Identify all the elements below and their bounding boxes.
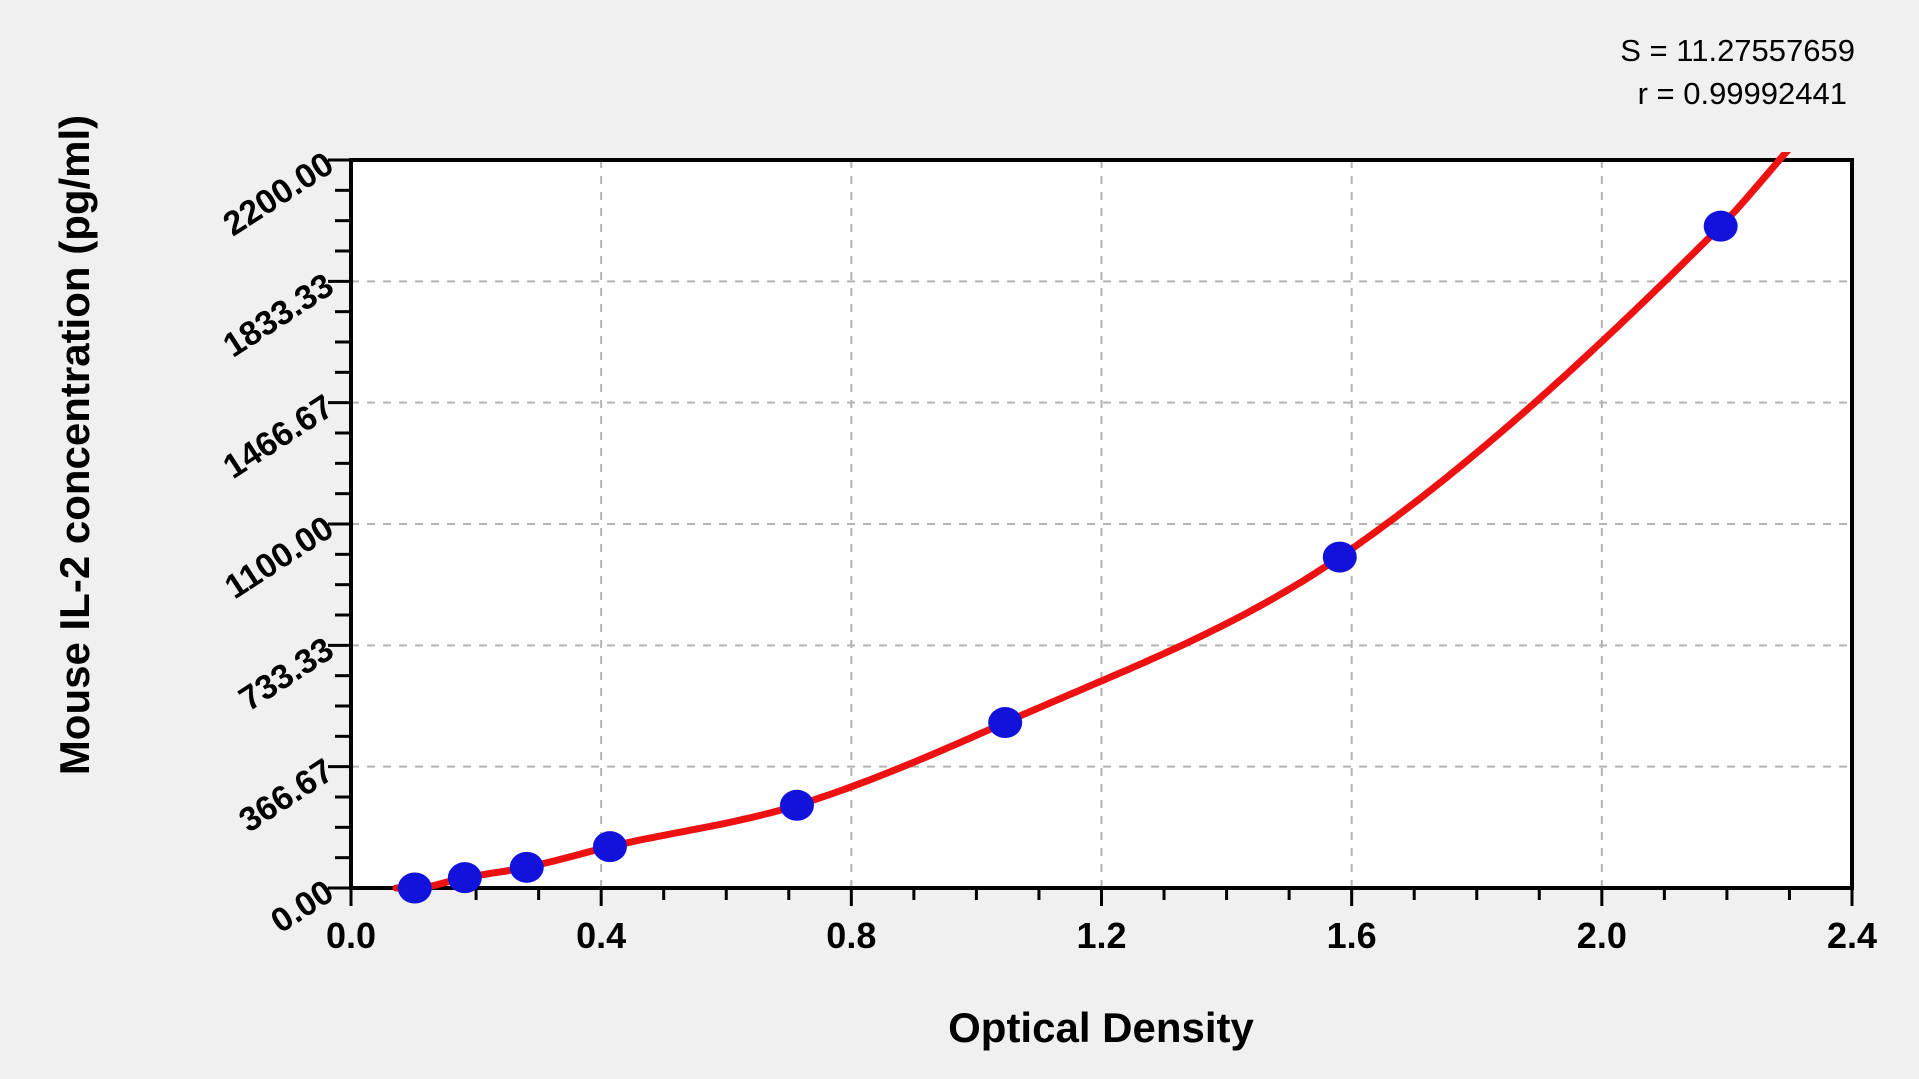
y-tick-label: 2200.00 (217, 145, 341, 244)
data-point (397, 872, 432, 904)
x-tick-label: 0.8 (826, 915, 876, 956)
x-tick-label: 0.0 (326, 915, 376, 956)
x-tick-label: 2.0 (1577, 915, 1627, 956)
standard-curve (392, 152, 1791, 892)
y-tick-label: 1466.67 (217, 388, 341, 487)
x-tick-label: 0.4 (576, 915, 626, 956)
data-point (592, 831, 627, 863)
y-tick-label: 1833.33 (217, 266, 341, 365)
data-point (988, 707, 1023, 739)
plot-frame (349, 158, 1854, 890)
data-point (779, 789, 814, 821)
fit-stat-s: S = 11.27557659 (1620, 33, 1855, 68)
data-point (1703, 210, 1738, 242)
x-tick-label: 1.2 (1076, 915, 1126, 956)
x-axis-title: Optical Density (948, 1004, 1254, 1051)
fit-stat-r: r = 0.99992441 (1637, 76, 1847, 111)
x-tick-label: 1.6 (1327, 915, 1377, 956)
y-tick-label: 733.33 (232, 630, 340, 719)
x-tick-label: 2.4 (1827, 915, 1877, 956)
data-point (447, 862, 482, 894)
y-tick-label: 366.67 (232, 752, 340, 841)
data-point (1322, 541, 1357, 573)
data-point (509, 851, 544, 883)
y-tick-label: 1100.00 (218, 509, 340, 607)
